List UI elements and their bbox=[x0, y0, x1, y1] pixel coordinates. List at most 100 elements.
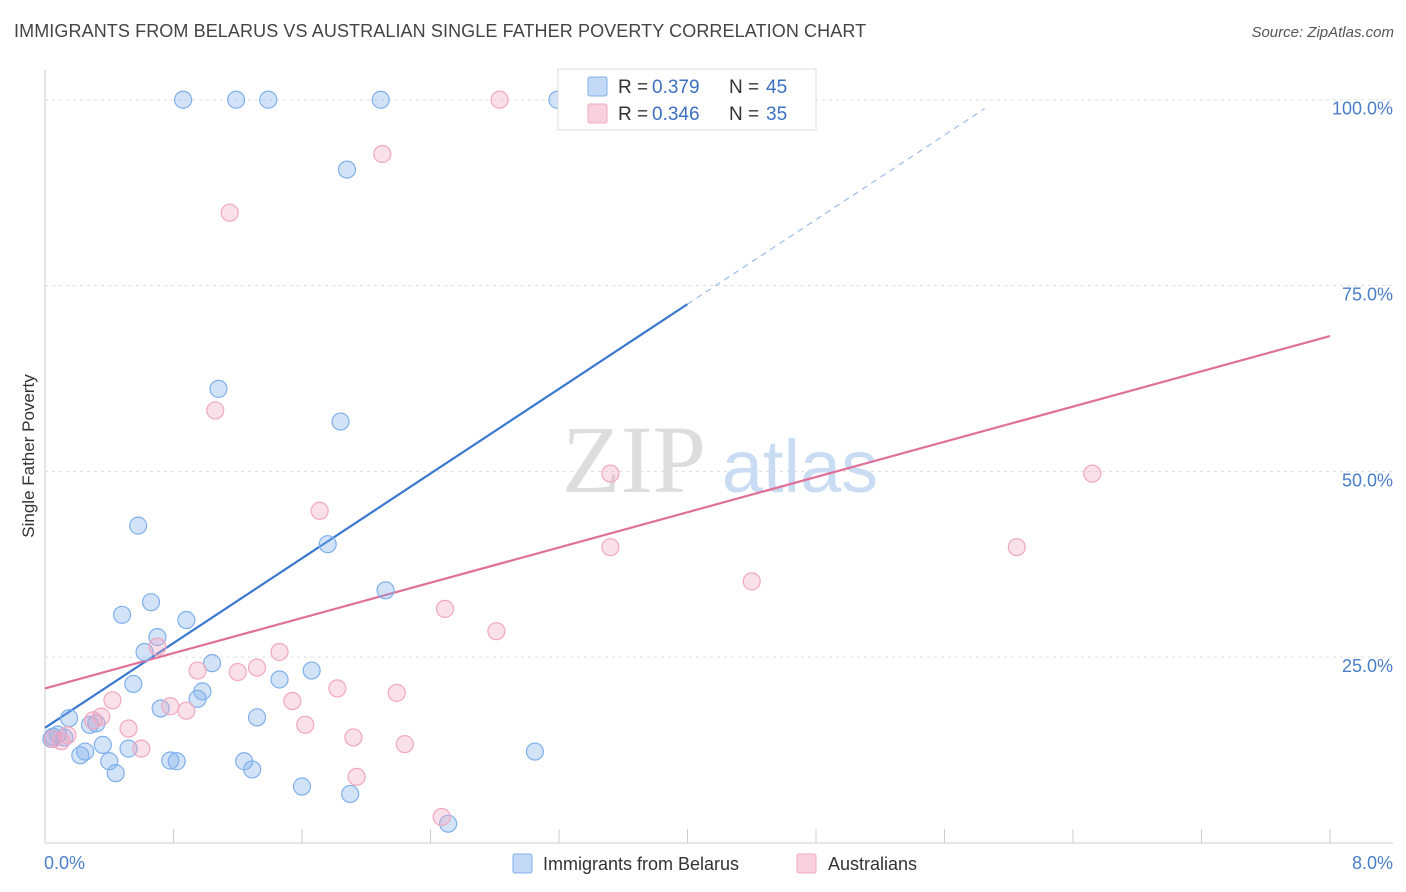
australians-point-29 bbox=[487, 622, 506, 641]
australians-point-12 bbox=[206, 401, 225, 420]
belarus-point-14 bbox=[129, 516, 148, 535]
stats-r-label-blue: R = bbox=[618, 77, 648, 98]
y-tick-label-25: 25.0% bbox=[1342, 656, 1393, 676]
y-tick-label-75: 75.0% bbox=[1342, 285, 1393, 305]
belarus-point-34 bbox=[341, 784, 360, 804]
belarus-point-41 bbox=[371, 90, 390, 109]
y-tick-label-50: 50.0% bbox=[1342, 470, 1393, 490]
axes bbox=[44, 70, 1393, 844]
belarus-point-29 bbox=[270, 670, 289, 689]
y-axis-label: Single Father Poverty bbox=[19, 374, 38, 538]
belarus-point-24 bbox=[202, 654, 222, 673]
australians-point-2 bbox=[58, 726, 77, 745]
belarus-point-16 bbox=[141, 593, 161, 612]
belarus-point-31 bbox=[302, 661, 321, 680]
belarus-point-13 bbox=[124, 674, 143, 694]
australians-point-17 bbox=[283, 691, 302, 711]
australians-point-22 bbox=[347, 767, 366, 786]
y-tick-label-100: 100.0% bbox=[1332, 99, 1393, 119]
belarus-point-36 bbox=[439, 814, 458, 833]
grid-lines bbox=[45, 99, 1393, 658]
belarus-point-19 bbox=[161, 751, 180, 770]
stats-n-value-blue: 45 bbox=[766, 77, 787, 98]
australians-trend-line bbox=[44, 335, 1331, 690]
stats-n-label-pink: N = bbox=[729, 104, 759, 125]
stats-legend: R = 0.379 N = 45 R = 0.346 N = 35 bbox=[557, 68, 817, 131]
australians-point-10 bbox=[177, 701, 196, 720]
belarus-point-33 bbox=[331, 412, 350, 431]
trend-lines bbox=[44, 108, 1331, 729]
australians-point-33 bbox=[742, 572, 761, 591]
watermark: ZIP atlas bbox=[562, 406, 878, 513]
stats-n-label-blue: N = bbox=[729, 77, 759, 98]
belarus-point-39 bbox=[227, 90, 246, 109]
australians-point-32 bbox=[601, 464, 620, 483]
belarus-trend-extension bbox=[687, 108, 985, 305]
belarus-point-23 bbox=[193, 682, 212, 701]
australians-point-6 bbox=[119, 719, 138, 738]
australians-point-24 bbox=[387, 683, 406, 702]
stats-r-label-pink: R = bbox=[618, 104, 648, 125]
australians-point-26 bbox=[432, 807, 451, 827]
belarus-point-27 bbox=[243, 760, 262, 779]
australians-point-19 bbox=[310, 501, 329, 520]
series-legend: Immigrants from Belarus Australians bbox=[512, 853, 917, 874]
australians-point-16 bbox=[270, 642, 289, 662]
stats-legend-swatch-blue bbox=[587, 76, 608, 97]
source-label: Source: ZipAtlas.com bbox=[1251, 24, 1394, 41]
stats-legend-swatch-pink bbox=[587, 103, 608, 124]
australians-point-15 bbox=[247, 658, 267, 677]
australians-point-18 bbox=[296, 715, 315, 734]
belarus-point-30 bbox=[292, 777, 312, 796]
belarus-trend-line bbox=[44, 303, 689, 729]
x-tick-labels: 0.0% 8.0% bbox=[44, 853, 1393, 873]
australians-point-14 bbox=[228, 662, 247, 682]
belarus-point-38 bbox=[174, 90, 193, 109]
belarus-point-35 bbox=[376, 581, 395, 600]
belarus-point-8 bbox=[93, 735, 112, 754]
australians-point-23 bbox=[373, 144, 392, 164]
belarus-point-12 bbox=[119, 739, 138, 758]
belarus-point-3 bbox=[59, 709, 79, 728]
belarus-point-10 bbox=[106, 764, 125, 783]
belarus-point-37 bbox=[525, 742, 545, 761]
x-tick-label-min: 0.0% bbox=[44, 853, 85, 873]
y-tick-labels: 25.0% 50.0% 75.0% 100.0% bbox=[1332, 99, 1393, 676]
belarus-point-5 bbox=[76, 742, 95, 761]
x-tick-label-max: 8.0% bbox=[1352, 853, 1393, 873]
australians-point-4 bbox=[92, 707, 111, 726]
belarus-point-21 bbox=[177, 610, 196, 630]
watermark-zip: ZIP bbox=[562, 406, 706, 513]
australians-point-35 bbox=[1083, 464, 1102, 483]
legend-label-australians: Australians bbox=[828, 854, 917, 874]
australians-point-25 bbox=[395, 735, 414, 754]
belarus-point-17 bbox=[148, 628, 167, 647]
australians-point-9 bbox=[161, 697, 180, 716]
legend-swatch-belarus bbox=[512, 853, 533, 874]
belarus-point-25 bbox=[209, 379, 228, 398]
australians-point-34 bbox=[1007, 538, 1026, 557]
legend-swatch-australians bbox=[796, 853, 817, 874]
legend-label-belarus: Immigrants from Belarus bbox=[543, 854, 739, 874]
belarus-point-28 bbox=[247, 708, 267, 727]
australians-point-7 bbox=[132, 739, 151, 758]
australians-point-28 bbox=[490, 90, 509, 109]
australians-point-21 bbox=[344, 728, 363, 747]
australians-point-5 bbox=[103, 691, 122, 710]
australians-point-20 bbox=[328, 679, 347, 698]
australians-point-11 bbox=[188, 661, 207, 680]
chart-title: IMMIGRANTS FROM BELARUS VS AUSTRALIAN SI… bbox=[14, 21, 867, 41]
data-points bbox=[42, 90, 1102, 833]
australians-point-13 bbox=[220, 203, 239, 222]
australians-point-27 bbox=[435, 599, 455, 618]
stats-r-value-pink: 0.346 bbox=[652, 104, 700, 125]
australians-point-31 bbox=[601, 538, 620, 557]
belarus-point-40 bbox=[259, 90, 278, 109]
belarus-point-11 bbox=[112, 605, 132, 624]
australians-point-8 bbox=[148, 637, 167, 656]
stats-r-value-blue: 0.379 bbox=[652, 77, 700, 98]
belarus-point-32 bbox=[318, 535, 337, 554]
belarus-point-20 bbox=[167, 752, 186, 771]
stats-n-value-pink: 35 bbox=[766, 104, 787, 125]
